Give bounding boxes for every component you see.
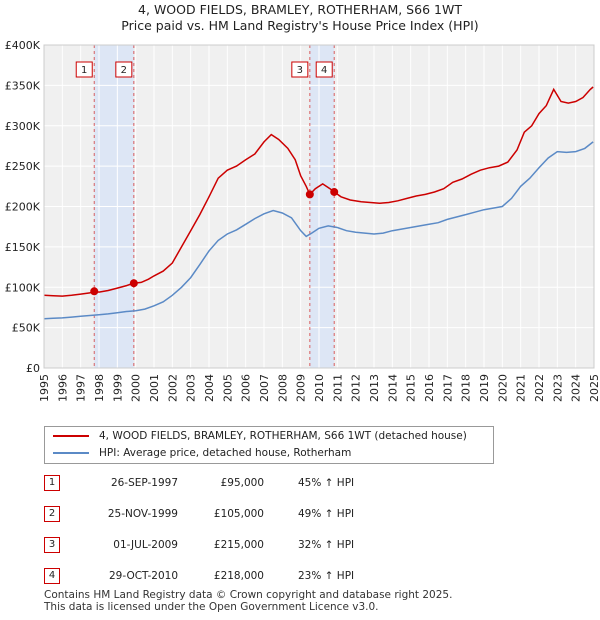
x-tick-label: 1996 — [56, 374, 69, 402]
sale-row: 3 01-JUL-2009 £215,000 32% ↑ HPI — [44, 537, 444, 555]
legend-label-hpi: HPI: Average price, detached house, Roth… — [99, 447, 352, 459]
legend-item-hpi: HPI: Average price, detached house, Roth… — [53, 445, 351, 461]
legend-item-property: 4, WOOD FIELDS, BRAMLEY, ROTHERHAM, S66 … — [53, 428, 467, 444]
sale-number-label: 1 — [81, 65, 87, 76]
x-tick-label: 2019 — [478, 374, 491, 402]
sale-number-badge: 4 — [44, 568, 60, 584]
x-tick-label: 2020 — [496, 374, 509, 402]
sale-number-box — [75, 61, 93, 78]
legend-swatch-hpi — [53, 452, 89, 454]
y-tick-label: £0 — [26, 362, 40, 375]
sale-number-box — [115, 61, 133, 78]
y-tick-label: £150K — [5, 241, 41, 254]
sale-date: 29-OCT-2010 — [109, 570, 178, 582]
footer-copyright: Contains HM Land Registry data © Crown c… — [44, 589, 453, 601]
x-tick-label: 2010 — [313, 374, 326, 402]
sale-number-box — [315, 61, 333, 78]
x-tick-label: 2016 — [423, 374, 436, 402]
x-tick-label: 2023 — [551, 374, 564, 402]
x-tick-label: 2002 — [166, 374, 179, 402]
sale-point — [129, 279, 138, 288]
sale-number-badge: 3 — [44, 537, 60, 553]
sale-point — [330, 187, 339, 196]
sale-price: £105,000 — [213, 508, 264, 520]
sale-point — [305, 190, 314, 199]
x-tick-label: 2021 — [515, 374, 528, 402]
sale-hpi-change: 23% ↑ HPI — [298, 570, 355, 582]
x-tick-label: 2017 — [441, 374, 454, 402]
legend-label-property: 4, WOOD FIELDS, BRAMLEY, ROTHERHAM, S66 … — [99, 430, 467, 442]
chart-title: 4, WOOD FIELDS, BRAMLEY, ROTHERHAM, S66 … — [138, 2, 462, 17]
sale-row: 1 26-SEP-1997 £95,000 45% ↑ HPI — [44, 475, 444, 493]
price-chart: £0 £50K £100K £150K £200K £250K £300K £350K £400… — [5, 39, 600, 402]
sale-hpi-change: 45% ↑ HPI — [298, 477, 355, 489]
sale-date: 01-JUL-2009 — [113, 539, 178, 551]
x-tick-label: 2004 — [203, 374, 216, 402]
x-tick-label: 2022 — [533, 374, 546, 402]
x-tick-label: 2015 — [405, 374, 418, 402]
sale-price: £215,000 — [213, 539, 264, 551]
sale-point — [90, 287, 99, 296]
sale-number-badge: 2 — [44, 506, 60, 522]
legend-swatch-property — [53, 435, 89, 437]
x-tick-label: 1998 — [93, 374, 106, 402]
x-tick-label: 2007 — [258, 374, 271, 402]
sale-date: 25-NOV-1999 — [107, 508, 178, 520]
hpi-line — [43, 141, 594, 320]
sale-hpi-change: 32% ↑ HPI — [298, 539, 355, 551]
sale-number-box — [291, 61, 309, 78]
x-tick-label: 2009 — [295, 374, 308, 402]
x-tick-label: 1997 — [75, 374, 88, 402]
y-tick-label: £350K — [5, 79, 41, 92]
x-tick-label: 2011 — [331, 374, 344, 402]
sale-hpi-change: 49% ↑ HPI — [298, 508, 355, 520]
sale-date: 26-SEP-1997 — [110, 477, 178, 489]
x-tick-label: 1999 — [111, 374, 124, 402]
x-tick-label: 1995 — [38, 374, 51, 402]
y-tick-label: £50K — [12, 322, 41, 335]
y-tick-label: £200K — [5, 201, 41, 214]
x-tick-label: 2013 — [368, 374, 381, 402]
x-tick-label: 2005 — [221, 374, 234, 402]
sale-number-badge: 1 — [44, 475, 60, 491]
y-tick-label: £300K — [5, 120, 41, 133]
footer-license: This data is licensed under the Open Gov… — [44, 601, 379, 613]
sale-number-label: 4 — [321, 65, 327, 76]
sale-price: £95,000 — [220, 477, 264, 489]
legend: 4, WOOD FIELDS, BRAMLEY, ROTHERHAM, S66 … — [44, 426, 494, 464]
x-tick-label: 2003 — [185, 374, 198, 402]
x-tick-label: 2014 — [386, 374, 399, 402]
y-tick-label: £100K — [5, 281, 41, 294]
y-tick-label: £400K — [5, 39, 41, 52]
x-tick-label: 2012 — [350, 374, 363, 402]
y-tick-label: £250K — [5, 160, 41, 173]
x-tick-label: 2008 — [276, 374, 289, 402]
x-tick-label: 2001 — [148, 374, 161, 402]
chart-subtitle: Price paid vs. HM Land Registry's House … — [121, 18, 479, 33]
x-tick-label: 2006 — [240, 374, 253, 402]
x-tick-label: 2025 — [588, 374, 600, 402]
plot-frame — [43, 44, 595, 369]
sale-price: £218,000 — [213, 570, 264, 582]
x-tick-label: 2018 — [460, 374, 473, 402]
sale-number-label: 3 — [297, 65, 303, 76]
x-tick-label: 2024 — [570, 374, 583, 402]
sale-row: 2 25-NOV-1999 £105,000 49% ↑ HPI — [44, 506, 444, 524]
x-tick-label: 2000 — [130, 374, 143, 402]
sale-row: 4 29-OCT-2010 £218,000 23% ↑ HPI — [44, 568, 444, 586]
sale-number-label: 2 — [121, 65, 127, 76]
